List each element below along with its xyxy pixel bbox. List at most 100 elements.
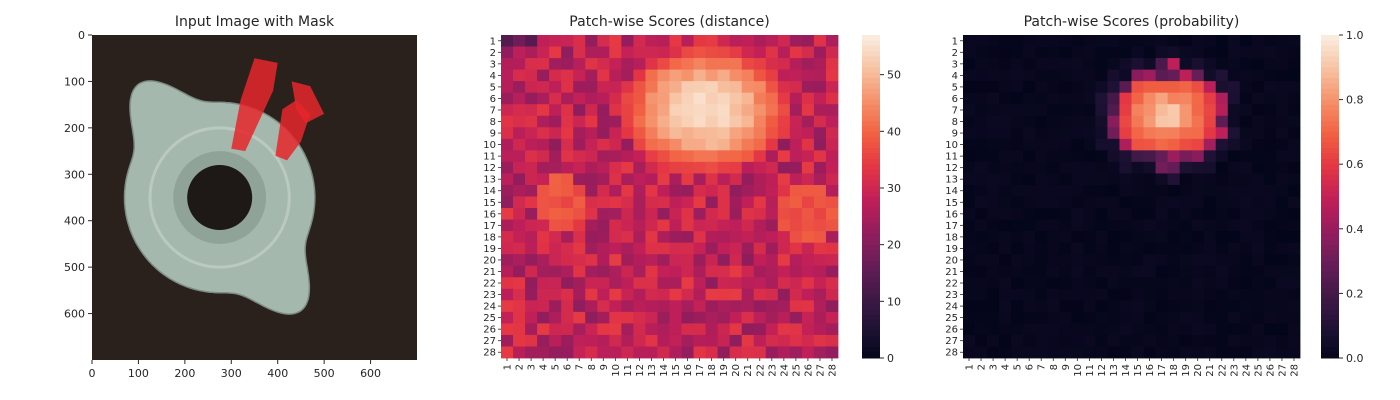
- heatmap-cell: [777, 92, 791, 105]
- heatmap-cell: [1143, 323, 1156, 336]
- heatmap-cell: [549, 161, 562, 174]
- heatmap-cell: [753, 219, 767, 232]
- heatmap-cell: [633, 288, 646, 301]
- heatmap-cell: [1227, 69, 1241, 82]
- heatmap-cell: [705, 242, 719, 255]
- heatmap-cell: [963, 150, 976, 163]
- heatmap-cell: [1083, 334, 1096, 347]
- heatmap-cell: [1131, 300, 1144, 313]
- heatmap-cell: [1035, 219, 1048, 232]
- heatmap-cell: [801, 81, 815, 94]
- heatmap-cell: [597, 242, 610, 255]
- heatmap-cell: [693, 138, 707, 151]
- heatmap-cell: [1215, 104, 1229, 117]
- heatmap-cell: [693, 161, 707, 174]
- colorbar-segment: [1321, 298, 1339, 305]
- heatmap-cell: [1167, 69, 1181, 82]
- heatmap-cell: [825, 46, 839, 59]
- colorbar-segment: [1321, 277, 1339, 284]
- heatmap-cell: [609, 58, 622, 71]
- heatmap-cell: [729, 346, 743, 359]
- heatmap-cell: [1023, 127, 1036, 140]
- heatmap-cell: [669, 219, 682, 232]
- colorbar-segment: [1321, 347, 1339, 354]
- colorbar-segment: [862, 158, 880, 165]
- heatmap-cell: [1275, 311, 1289, 324]
- heatmap-cell: [501, 242, 514, 255]
- heatmap-cell: [1155, 104, 1169, 117]
- heatmap-cell: [561, 81, 574, 94]
- heatmap-cell: [1011, 300, 1024, 313]
- heatmap-cell: [1119, 81, 1132, 94]
- heatmap-cell: [741, 265, 755, 278]
- heatmap-cell: [1215, 58, 1229, 71]
- heatmap-cell: [693, 69, 707, 82]
- heatmap-cell: [1227, 138, 1241, 151]
- heatmap-cell: [1131, 35, 1144, 47]
- heatmap-cell: [1155, 265, 1169, 278]
- heatmap-cell: [1119, 265, 1132, 278]
- heatmap-cell: [1035, 254, 1048, 267]
- y-tick-label: 8: [952, 117, 958, 128]
- heatmap-cell: [1071, 46, 1084, 59]
- heatmap-cell: [1203, 231, 1217, 244]
- heatmap-cell: [1287, 138, 1301, 151]
- heatmap-cell: [1143, 92, 1156, 105]
- heatmap-cell: [525, 35, 538, 47]
- heatmap-cell: [1191, 69, 1205, 82]
- heatmap-cell: [813, 288, 827, 301]
- heatmap-cell: [561, 242, 574, 255]
- heatmap-cell: [657, 81, 670, 94]
- heatmap-cell: [1215, 150, 1229, 163]
- heatmap-cell: [1167, 346, 1181, 359]
- heatmap-cell: [525, 115, 538, 128]
- heatmap-cell: [1083, 184, 1096, 197]
- heatmap-cell: [1131, 58, 1144, 71]
- y-tick-label: 15: [483, 198, 496, 209]
- heatmap-cell: [717, 35, 731, 47]
- heatmap-cell: [633, 58, 646, 71]
- heatmap-cell: [1167, 231, 1181, 244]
- heatmap-cell: [669, 311, 682, 324]
- heatmap-cell: [1179, 138, 1193, 151]
- heatmap-cell: [1191, 208, 1205, 220]
- heatmap-cell: [1011, 173, 1024, 186]
- heatmap-cell: [1059, 196, 1072, 209]
- heatmap-cell: [1059, 288, 1072, 301]
- x-tick-label: 5: [1013, 364, 1024, 370]
- heatmap-cell: [789, 58, 803, 71]
- heatmap-cell: [1107, 138, 1120, 151]
- heatmap-cell: [789, 288, 803, 301]
- colorbar-segment: [862, 255, 880, 262]
- heatmap-cell: [1131, 138, 1144, 151]
- heatmap-cell: [549, 242, 562, 255]
- heatmap-cell: [999, 173, 1012, 186]
- heatmap-cell: [1203, 115, 1217, 128]
- heatmap-cell: [1107, 288, 1120, 301]
- mask-region: [231, 58, 278, 152]
- heatmap-cell: [1011, 288, 1024, 301]
- heatmap-cell: [681, 300, 694, 313]
- y-tick-label: 7: [952, 105, 958, 116]
- heatmap-cell: [1203, 184, 1217, 197]
- heatmap-cell: [585, 127, 598, 140]
- heatmap-cell: [1143, 69, 1156, 82]
- heatmap-cell: [537, 161, 550, 174]
- colorbar-segment: [1321, 352, 1339, 359]
- heatmap-cell: [561, 231, 574, 244]
- x-tick-label: 17: [1157, 364, 1168, 377]
- x-tick-label: 4: [539, 364, 550, 370]
- heatmap-cell: [669, 334, 682, 347]
- heatmap-cell: [501, 58, 514, 71]
- heatmap-cell: [633, 184, 646, 197]
- heatmap-cell: [1179, 231, 1193, 244]
- heatmap-cell: [1011, 138, 1024, 151]
- heatmap-cell: [1275, 323, 1289, 336]
- y-tick-label: 24: [483, 302, 496, 313]
- x-tick-label: 600: [360, 367, 381, 380]
- heatmap-cell: [561, 35, 574, 47]
- heatmap-cell: [963, 231, 976, 244]
- heatmap-cell: [1083, 219, 1096, 232]
- heatmap-cell: [1095, 242, 1108, 255]
- heatmap-cell: [1287, 288, 1301, 301]
